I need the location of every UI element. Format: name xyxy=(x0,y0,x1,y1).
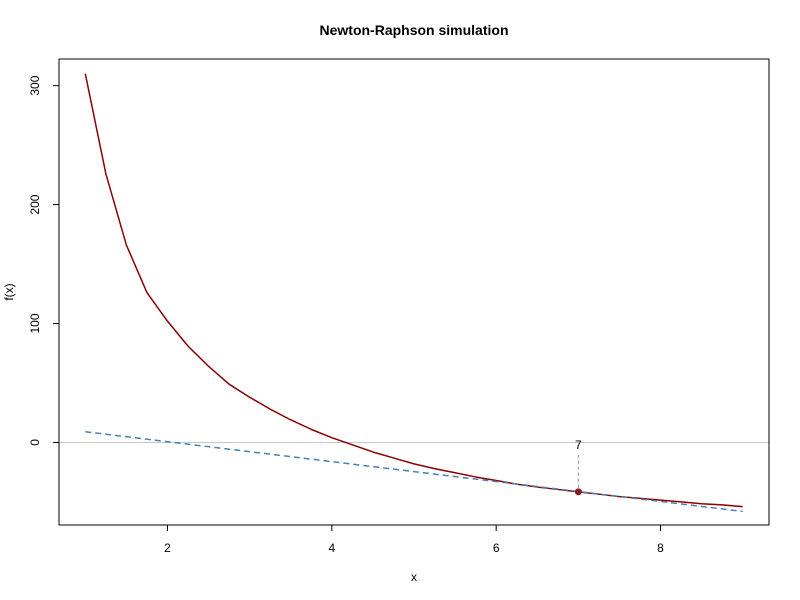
x-axis: 2 4 6 8 xyxy=(164,525,664,555)
x-tick-label: 2 xyxy=(164,541,171,555)
y-tick-label: 100 xyxy=(28,313,42,333)
y-tick-label: 300 xyxy=(28,75,42,95)
y-axis-label: f(x) xyxy=(2,283,16,300)
x-tick-label: 6 xyxy=(493,541,500,555)
iteration-label: 7 xyxy=(575,438,582,452)
iteration-point xyxy=(574,488,582,496)
y-axis: 0 100 200 300 xyxy=(28,75,59,446)
plot-frame xyxy=(58,58,770,526)
plot-area: 7 xyxy=(59,73,769,513)
y-tick-label: 200 xyxy=(28,194,42,214)
tangent-line xyxy=(85,431,743,513)
x-tick-label: 4 xyxy=(328,541,335,555)
x-axis-label: x xyxy=(411,570,417,584)
y-tick-label: 0 xyxy=(28,439,42,446)
chart-title: Newton-Raphson simulation xyxy=(320,22,509,38)
x-tick-label: 8 xyxy=(657,541,664,555)
curve-line xyxy=(84,73,743,508)
